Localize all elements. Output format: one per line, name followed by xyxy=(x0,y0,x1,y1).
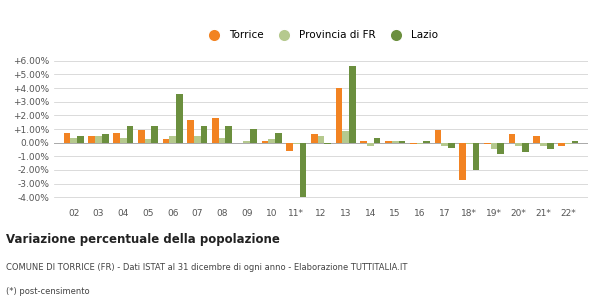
Bar xyxy=(361,141,367,142)
Bar xyxy=(88,136,95,142)
Bar xyxy=(572,141,578,142)
Bar xyxy=(325,142,331,144)
Bar xyxy=(120,138,127,142)
Bar xyxy=(533,136,540,142)
Bar xyxy=(317,136,325,142)
Bar xyxy=(244,141,250,142)
Bar xyxy=(497,142,504,154)
Bar xyxy=(515,142,522,146)
Bar xyxy=(176,94,182,142)
Bar xyxy=(95,136,102,142)
Bar xyxy=(262,141,268,142)
Bar xyxy=(473,142,479,170)
Bar xyxy=(250,129,257,142)
Bar xyxy=(169,136,176,142)
Bar xyxy=(151,126,158,142)
Bar xyxy=(558,142,565,146)
Bar xyxy=(385,141,392,142)
Bar xyxy=(565,142,572,144)
Bar xyxy=(77,136,84,142)
Bar xyxy=(293,142,299,144)
Legend: Torrice, Provincia di FR, Lazio: Torrice, Provincia di FR, Lazio xyxy=(200,26,442,44)
Bar xyxy=(343,131,349,142)
Bar xyxy=(212,118,219,142)
Bar xyxy=(138,130,145,142)
Bar xyxy=(448,142,455,148)
Bar xyxy=(187,120,194,142)
Bar xyxy=(484,142,491,144)
Bar xyxy=(336,88,343,142)
Bar xyxy=(311,134,317,142)
Bar xyxy=(410,142,416,144)
Bar xyxy=(423,141,430,142)
Bar xyxy=(268,140,275,142)
Bar xyxy=(113,133,120,142)
Bar xyxy=(522,142,529,152)
Bar xyxy=(392,141,398,142)
Bar xyxy=(163,140,169,142)
Bar xyxy=(374,138,380,142)
Bar xyxy=(547,142,554,149)
Text: (*) post-censimento: (*) post-censimento xyxy=(6,287,89,296)
Bar xyxy=(367,142,374,146)
Bar xyxy=(219,138,226,142)
Bar xyxy=(540,142,547,146)
Bar xyxy=(398,141,405,142)
Bar xyxy=(491,142,497,149)
Bar xyxy=(349,66,356,142)
Bar xyxy=(275,133,281,142)
Bar xyxy=(416,142,423,144)
Bar xyxy=(299,142,306,197)
Bar xyxy=(460,142,466,180)
Bar xyxy=(70,138,77,142)
Bar xyxy=(102,134,109,142)
Bar xyxy=(145,140,151,142)
Text: COMUNE DI TORRICE (FR) - Dati ISTAT al 31 dicembre di ogni anno - Elaborazione T: COMUNE DI TORRICE (FR) - Dati ISTAT al 3… xyxy=(6,263,407,272)
Bar xyxy=(194,136,201,142)
Bar xyxy=(127,126,133,142)
Bar xyxy=(509,134,515,142)
Bar xyxy=(441,142,448,146)
Bar xyxy=(226,126,232,142)
Bar xyxy=(201,126,208,142)
Bar xyxy=(64,133,70,142)
Text: Variazione percentuale della popolazione: Variazione percentuale della popolazione xyxy=(6,233,280,246)
Bar xyxy=(237,142,244,143)
Bar xyxy=(434,130,441,142)
Bar xyxy=(466,142,473,144)
Bar xyxy=(286,142,293,151)
